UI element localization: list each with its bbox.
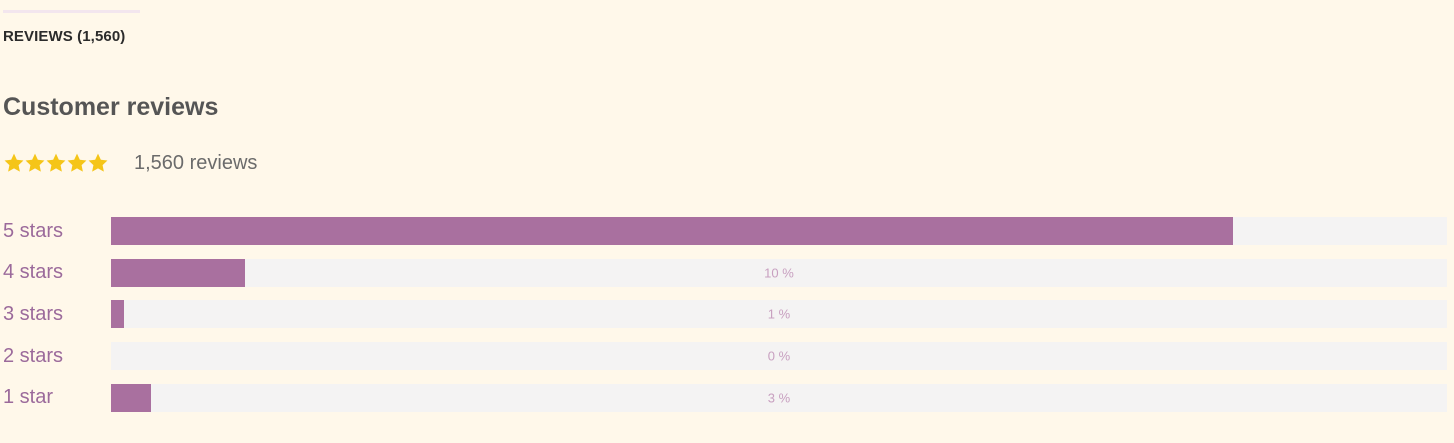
rating-row-label[interactable]: 1 star	[3, 386, 54, 409]
rating-bar-track: 3 %	[111, 383, 1447, 412]
rating-bar-track	[111, 217, 1447, 245]
rating-bar-fill	[111, 217, 1234, 245]
rating-row-label[interactable]: 2 stars	[3, 344, 64, 367]
star-icon	[66, 152, 88, 174]
rating-row[interactable]: 1 star 3 %	[3, 383, 1447, 412]
rating-row[interactable]: 2 stars 0 %	[3, 342, 1447, 371]
star-icon	[3, 152, 25, 174]
rating-percent-label: 1 %	[767, 306, 791, 322]
rating-breakdown: 5 stars 4 stars 10 % 3 stars 1 % 2 stars 0 % 1 …	[3, 217, 1447, 425]
rating-row-label[interactable]: 3 stars	[3, 302, 64, 325]
star-rating	[3, 152, 108, 174]
rating-bar-track: 0 %	[111, 342, 1447, 371]
star-icon	[45, 152, 67, 174]
page-title: Customer reviews	[3, 93, 219, 121]
reviews-tab-label: REVIEWS (1,560)	[3, 28, 126, 45]
rating-row[interactable]: 5 stars	[3, 217, 1447, 245]
rating-percent-label: 3 %	[767, 390, 791, 406]
rating-row[interactable]: 3 stars 1 %	[3, 300, 1447, 329]
rating-bar-fill	[111, 383, 152, 412]
rating-row[interactable]: 4 stars 10 %	[3, 258, 1447, 287]
rating-row-label[interactable]: 5 stars	[3, 219, 64, 242]
rating-bar-track: 1 %	[111, 300, 1447, 329]
rating-bar-fill	[111, 258, 245, 287]
tab-active-indicator	[3, 10, 140, 13]
star-icon	[87, 152, 109, 174]
rating-row-label[interactable]: 4 stars	[3, 261, 64, 284]
rating-bar-fill	[111, 300, 125, 329]
rating-summary: 1,560 reviews	[3, 147, 257, 179]
star-icon	[24, 152, 46, 174]
reviews-tab[interactable]: REVIEWS (1,560)	[3, 10, 140, 45]
review-count: 1,560 reviews	[134, 151, 258, 174]
rating-percent-label: 0 %	[767, 348, 791, 364]
rating-bar-track: 10 %	[111, 258, 1447, 287]
rating-percent-label: 10 %	[764, 265, 794, 281]
